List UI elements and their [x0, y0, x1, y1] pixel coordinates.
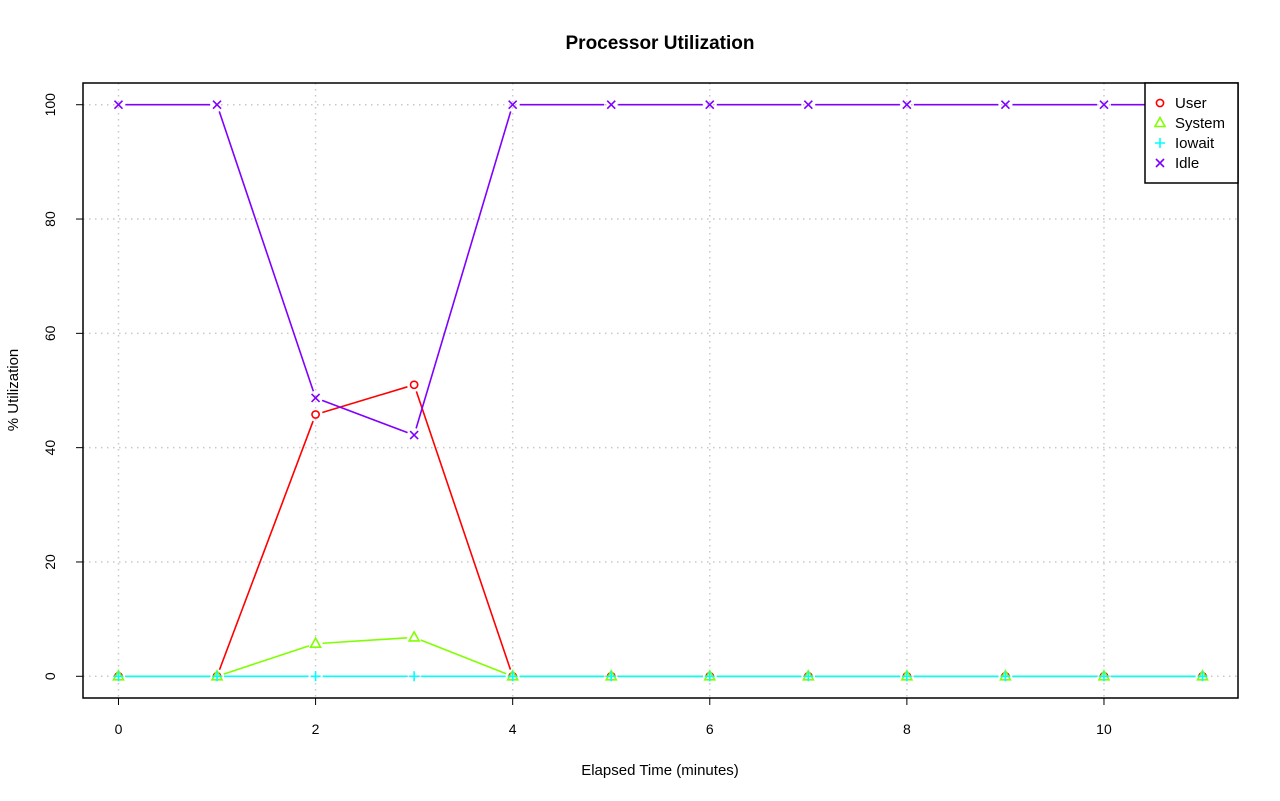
legend-marker-iowait [1155, 138, 1165, 148]
series-segment [415, 391, 512, 670]
series-segment [420, 639, 507, 675]
legend: User System Iowait Idle [1144, 82, 1239, 184]
data-point [1099, 100, 1109, 110]
x-axis-label: Elapsed Time (minutes) [581, 762, 739, 779]
data-point [902, 100, 912, 110]
data-point [212, 100, 222, 110]
data-point [901, 671, 912, 682]
legend-marker-idle [1155, 158, 1165, 168]
x-tick-label: 10 [1096, 721, 1112, 737]
y-tick-label: 0 [42, 672, 58, 680]
data-point [409, 430, 419, 440]
legend-marker-user [1155, 98, 1165, 108]
x-tick-label: 0 [115, 721, 123, 737]
y-tick-label: 60 [42, 325, 58, 341]
series-user [114, 380, 1207, 681]
series-iowait [113, 671, 1208, 682]
series-lines [112, 100, 1209, 682]
data-point [507, 671, 518, 682]
data-point [409, 671, 420, 682]
legend-label-user: User [1175, 95, 1207, 112]
series-segment [322, 637, 408, 645]
plot-frame [82, 82, 1239, 699]
data-point [212, 671, 223, 682]
data-point [1098, 671, 1109, 682]
legend-label-system: System [1175, 115, 1225, 132]
y-tick-label: 40 [42, 440, 58, 456]
y-axis-label: % Utilization [5, 349, 22, 432]
series-segment [223, 645, 310, 675]
data-point [704, 671, 715, 682]
series-segment [415, 111, 512, 429]
x-tick-label: 4 [509, 721, 517, 737]
data-point [309, 636, 322, 649]
chart-title: Processor Utilization [566, 33, 755, 54]
data-point [1000, 100, 1010, 110]
y-tick-label: 100 [42, 93, 58, 117]
data-point [409, 380, 419, 390]
series-system [112, 630, 1209, 681]
series-segment [218, 420, 314, 671]
data-point [803, 100, 813, 110]
legend-marker-system [1153, 115, 1167, 128]
data-point [113, 100, 124, 110]
legend-label-idle: Idle [1175, 155, 1199, 172]
x-tick-label: 6 [706, 721, 714, 737]
grid [83, 83, 1238, 698]
data-point [1197, 671, 1208, 682]
y-tick-label: 80 [42, 211, 58, 227]
data-point [311, 393, 321, 403]
data-point [1000, 671, 1011, 682]
x-tick-label: 2 [312, 721, 320, 737]
data-point [311, 410, 320, 419]
data-point [606, 100, 616, 110]
data-point [705, 100, 715, 110]
data-point [803, 671, 814, 682]
data-point [310, 671, 321, 682]
series-idle [113, 100, 1208, 440]
series-segment [218, 111, 315, 392]
data-point [508, 100, 518, 110]
legend-label-iowait: Iowait [1175, 135, 1215, 152]
y-tick-label: 20 [42, 554, 58, 570]
data-point [407, 630, 421, 642]
x-tick-label: 8 [903, 721, 911, 737]
data-point [606, 671, 617, 682]
series-segment [322, 386, 408, 414]
data-point [113, 671, 124, 682]
series-segment [321, 399, 408, 434]
